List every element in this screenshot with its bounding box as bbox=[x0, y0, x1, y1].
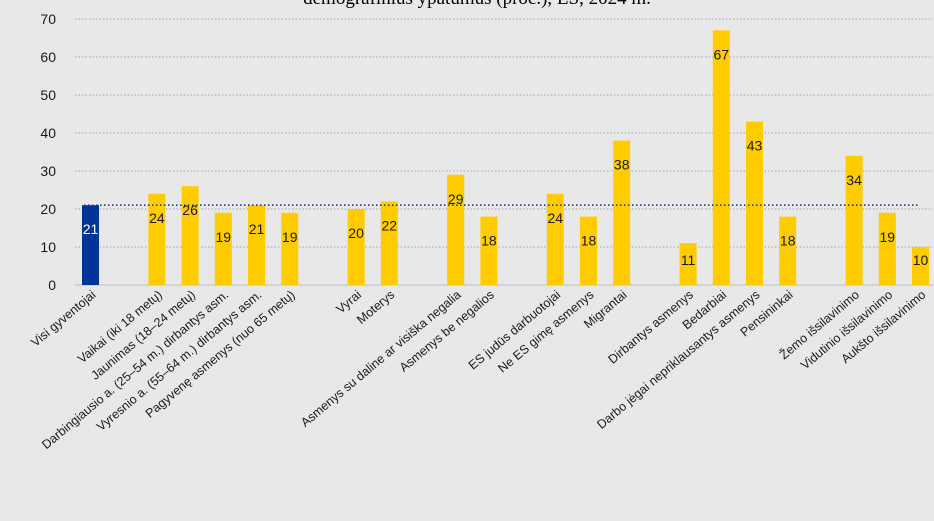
data-label: 26 bbox=[182, 202, 198, 218]
data-label: 18 bbox=[780, 233, 796, 249]
data-label: 67 bbox=[714, 46, 730, 62]
y-tick-label: 30 bbox=[40, 163, 56, 179]
y-tick-label: 10 bbox=[40, 239, 56, 255]
y-tick-label: 70 bbox=[40, 11, 56, 27]
bar bbox=[546, 193, 564, 285]
bar bbox=[679, 243, 697, 285]
bar bbox=[447, 174, 465, 285]
data-label: 19 bbox=[282, 229, 298, 245]
data-label: 43 bbox=[747, 138, 763, 154]
data-label: 22 bbox=[382, 217, 398, 233]
bar bbox=[214, 212, 232, 285]
bar bbox=[845, 155, 863, 285]
y-tick-label: 50 bbox=[40, 87, 56, 103]
data-label: 24 bbox=[548, 210, 564, 226]
data-label: 21 bbox=[83, 221, 99, 237]
bar bbox=[82, 205, 99, 285]
bar bbox=[580, 216, 597, 285]
x-tick-label: Moterys bbox=[354, 288, 397, 327]
data-label: 21 bbox=[249, 221, 265, 237]
data-label: 24 bbox=[149, 210, 165, 226]
y-tick-label: 40 bbox=[40, 125, 56, 141]
bar bbox=[380, 201, 398, 285]
x-tick-label: Visi gyventojai bbox=[28, 288, 98, 350]
data-label: 18 bbox=[581, 233, 597, 249]
bar bbox=[248, 205, 265, 285]
bar bbox=[281, 212, 299, 285]
gridlines bbox=[75, 18, 933, 286]
data-label: 20 bbox=[348, 225, 364, 241]
data-label: 38 bbox=[614, 157, 630, 173]
data-labels: 21 24 26 19 21 19 20 22 29 18 24 18 38 11 67 43 18 34 19 10 bbox=[83, 46, 929, 268]
bars bbox=[82, 30, 929, 286]
bar bbox=[878, 212, 896, 285]
y-tick-label: 0 bbox=[48, 277, 56, 293]
bar bbox=[148, 193, 166, 285]
chart-title: demografinius ypatumus (proc.), ES, 2024… bbox=[303, 0, 651, 9]
bar bbox=[613, 140, 631, 285]
data-label: 29 bbox=[448, 191, 464, 207]
data-label: 18 bbox=[481, 233, 497, 249]
data-label: 19 bbox=[216, 229, 232, 245]
data-label: 10 bbox=[913, 252, 929, 268]
bar bbox=[912, 247, 929, 285]
bar bbox=[712, 30, 730, 286]
bar bbox=[347, 209, 365, 285]
data-label: 34 bbox=[846, 172, 862, 188]
y-axis-tick-labels: 0 10 20 30 40 50 60 70 bbox=[40, 11, 56, 293]
bar bbox=[480, 216, 498, 285]
data-label: 19 bbox=[880, 229, 896, 245]
data-label: 11 bbox=[681, 252, 696, 268]
bar bbox=[779, 216, 797, 285]
y-tick-label: 20 bbox=[40, 201, 56, 217]
y-tick-label: 60 bbox=[40, 49, 56, 65]
bar bbox=[746, 121, 763, 285]
bar bbox=[181, 186, 199, 285]
